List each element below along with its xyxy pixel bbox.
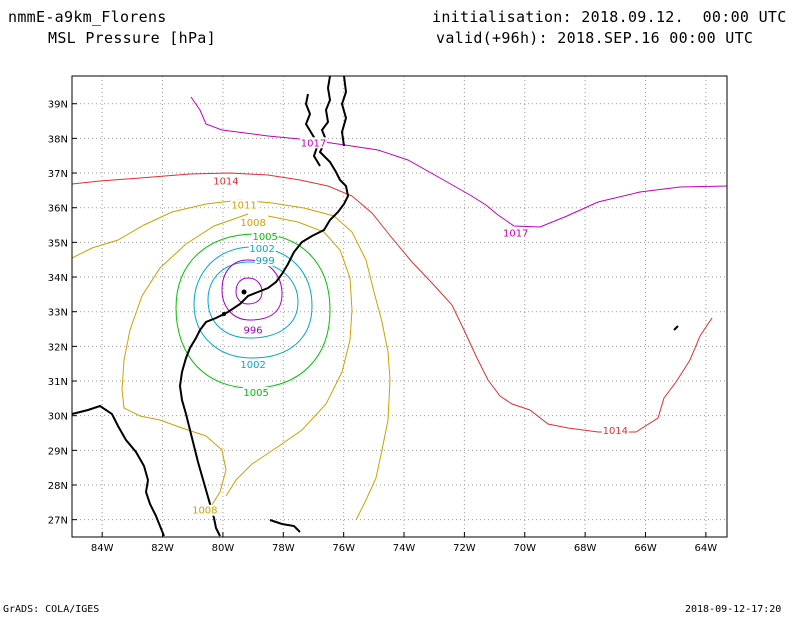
contour-label: 1014: [603, 426, 628, 437]
isobar-993: [235, 277, 263, 305]
contour-label-bg: [242, 386, 270, 398]
contour-label-bg: [248, 243, 276, 255]
contour-label-bg: [212, 175, 240, 187]
contour-label: 1014: [213, 176, 238, 187]
contour-label: 1005: [243, 388, 268, 399]
bermuda: [673, 325, 679, 331]
coastline: [71, 75, 679, 537]
grid-lines: [72, 76, 727, 537]
isobar-996: [221, 259, 283, 321]
contour-label: 1008: [192, 506, 217, 517]
lon-tick-label: 74W: [393, 543, 416, 554]
storm-center-marker: [222, 289, 247, 316]
contour-labels: 1017101710141014101110081008100510051002…: [191, 137, 629, 517]
florida-keys-area: [269, 519, 301, 533]
isobar-1011: [71, 199, 391, 521]
axis-ticks: 84W 82W 80W 78W 76W 74W 72W 70W 68W 66W 64W 39N 38N 3…: [48, 100, 718, 554]
contour-label: 1002: [240, 360, 265, 371]
lat-tick-label: 34N: [48, 273, 68, 284]
lon-tick-label: 70W: [513, 543, 536, 554]
lat-tick-label: 28N: [48, 481, 68, 492]
contour-label-bg: [191, 504, 219, 516]
contour-label-bg: [239, 359, 267, 371]
isobar-1017-west: [190, 96, 728, 228]
florida-gulf-coast: [71, 404, 165, 537]
lon-tick-label: 72W: [453, 543, 476, 554]
isobar-1002: [193, 246, 313, 359]
lat-tick-label: 35N: [48, 238, 68, 249]
lat-tick-label: 36N: [48, 204, 68, 215]
contour-label-bg: [300, 137, 327, 149]
contour-label: 1005: [252, 232, 277, 243]
init-time: initialisation: 2018.09.12. 00:00 UTC: [432, 8, 787, 26]
lat-tick-label: 30N: [48, 412, 68, 423]
lon-tick-label: 78W: [272, 543, 295, 554]
lat-tick-label: 37N: [48, 169, 68, 180]
contour-label-bg: [254, 255, 276, 267]
contour-label-bg: [502, 227, 530, 239]
isobar-1008-east: [225, 215, 353, 497]
lon-tick-label: 80W: [212, 543, 235, 554]
map-frame: [71, 75, 728, 538]
contour-label: 1008: [240, 218, 265, 229]
lat-tick-label: 39N: [48, 100, 68, 111]
lat-tick-label: 29N: [48, 446, 68, 457]
delmarva: [340, 75, 348, 147]
us-east-coast: [178, 75, 350, 537]
valid-time: valid(+96h): 2018.SEP.16 00:00 UTC: [436, 29, 754, 47]
contour-label-bg: [242, 324, 264, 336]
lat-tick-label: 27N: [48, 516, 68, 527]
contour-label: 1002: [249, 244, 274, 255]
footer-timestamp: 2018-09-12-17:20: [685, 604, 782, 615]
isobar-1014: [71, 172, 713, 433]
model-name: nmmE-a9km_Florens: [8, 8, 167, 26]
lat-tick-label: 38N: [48, 134, 68, 145]
lon-tick-label: 76W: [332, 543, 355, 554]
lon-tick-label: 82W: [151, 543, 174, 554]
isobar-999: [207, 261, 299, 339]
contour-label-bg: [230, 199, 258, 211]
contour-label: 996: [244, 325, 263, 336]
lat-tick-label: 33N: [48, 308, 68, 319]
chesapeake: [304, 93, 321, 167]
lon-tick-label: 66W: [634, 543, 657, 554]
contour-label: 1017: [301, 138, 326, 149]
contour-label-bg: [239, 217, 267, 229]
contour-label-bg: [601, 425, 629, 437]
contour-label: 1011: [231, 201, 256, 212]
lon-tick-label: 64W: [695, 543, 718, 554]
contour-label: 999: [256, 256, 275, 267]
isobars: [71, 96, 728, 521]
footer-credit: GrADS: COLA/IGES: [3, 604, 100, 615]
lat-tick-label: 32N: [48, 342, 68, 353]
lon-tick-label: 84W: [91, 543, 114, 554]
contour-label: 1017: [503, 228, 528, 239]
lon-tick-label: 68W: [574, 543, 597, 554]
contour-label-bg: [251, 230, 279, 242]
lat-tick-label: 31N: [48, 377, 68, 388]
isobar-1008: [121, 213, 249, 515]
field-name: MSL Pressure [hPa]: [48, 29, 216, 47]
